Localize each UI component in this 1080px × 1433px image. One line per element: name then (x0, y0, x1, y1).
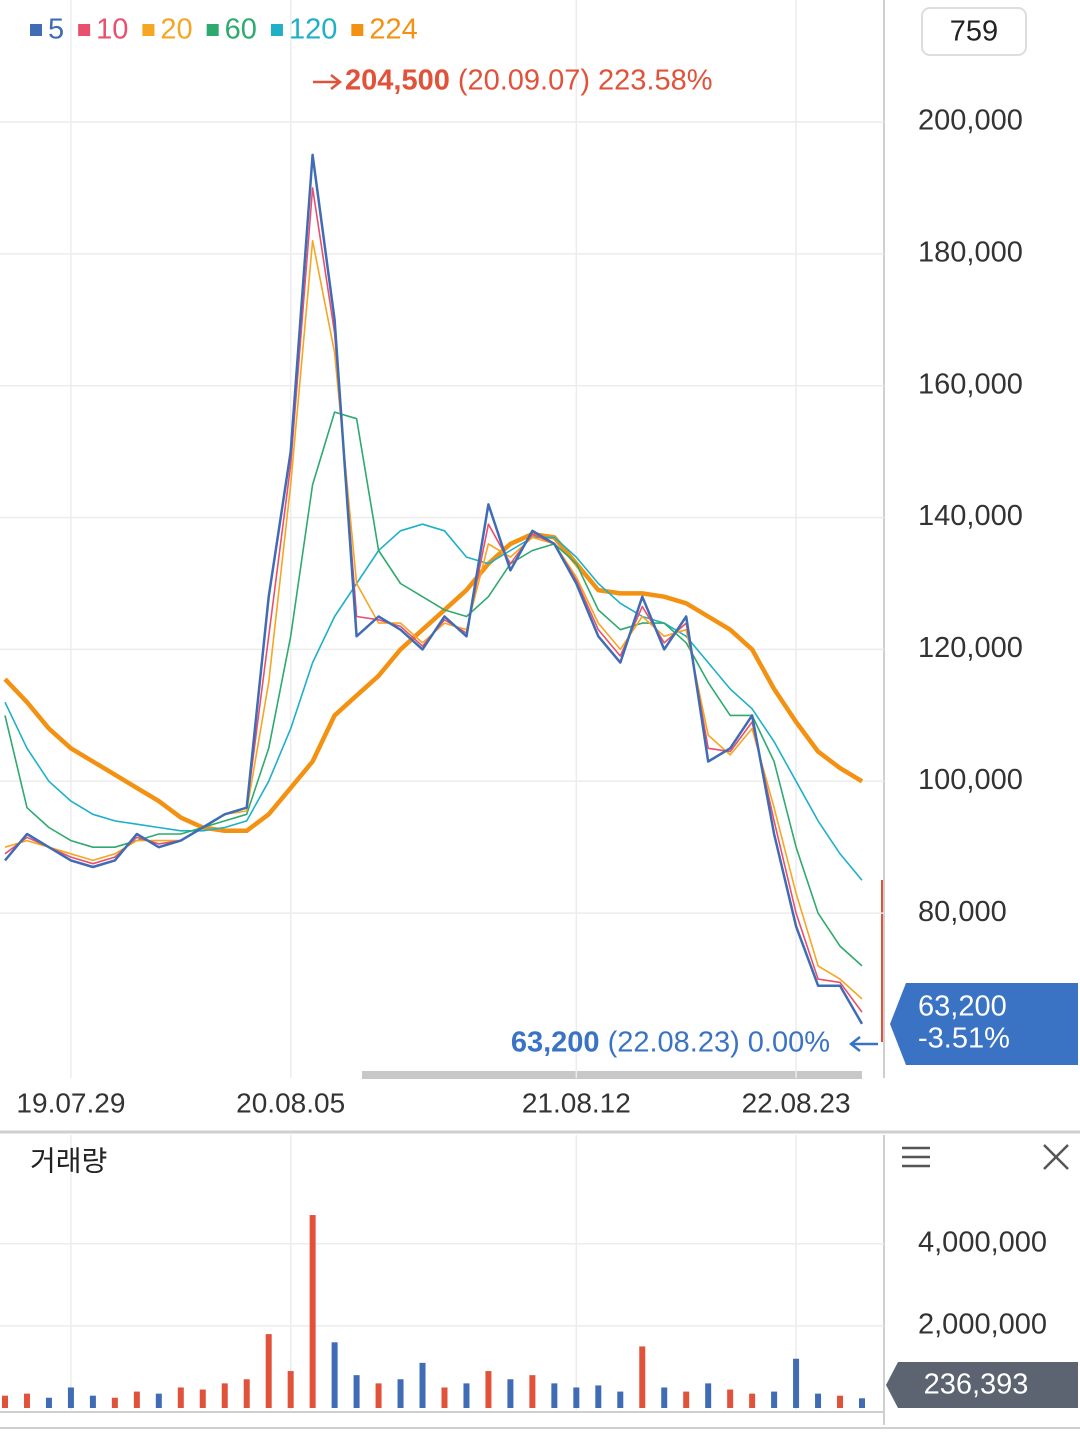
series-line (3, 531, 864, 834)
volume-bar (45, 1397, 52, 1408)
last-date: (22.08.23) (608, 1027, 740, 1059)
x-tick-label: 19.07.29 (16, 1087, 125, 1118)
volume-bar (727, 1389, 734, 1408)
y-tick-label: 2,000,000 (918, 1309, 1047, 1341)
volume-bar (617, 1391, 624, 1408)
volume-bar (507, 1379, 514, 1408)
close-stroke (1043, 1144, 1069, 1170)
y-tick-label: 4,000,000 (918, 1226, 1047, 1258)
y-tick-label: 120,000 (918, 632, 1023, 664)
y-tick-label: 80,000 (918, 896, 1007, 928)
volume-bar (199, 1389, 206, 1408)
volume-bar (551, 1383, 558, 1408)
legend-label: 120 (289, 14, 337, 46)
volume-bar (463, 1383, 470, 1408)
legend-swatch (351, 24, 364, 36)
volume-bar (837, 1395, 844, 1408)
x-tick-label: 22.08.23 (742, 1087, 851, 1118)
volume-bar (331, 1342, 338, 1408)
volume-last: 236,393 (924, 1369, 1029, 1401)
legend-label: 224 (369, 14, 417, 46)
legend-swatch (270, 24, 283, 36)
volume-bar (155, 1393, 162, 1408)
badge-box (921, 7, 1027, 56)
legend-swatch (30, 24, 42, 36)
scrollbar[interactable] (362, 1071, 862, 1079)
volume-bar (287, 1371, 294, 1408)
volume-bar (441, 1387, 448, 1408)
volume-bar (749, 1393, 756, 1408)
arrow-right (313, 74, 343, 90)
close-icon[interactable] (1043, 1144, 1069, 1170)
price-box-value: 63,200 (918, 991, 1007, 1023)
legend-label: 60 (225, 14, 257, 46)
volume-bar (221, 1383, 228, 1408)
price-box (890, 983, 1078, 1065)
volume-bar (595, 1385, 602, 1408)
volume-title: 거래량 (30, 1145, 107, 1176)
volume-bar (397, 1379, 404, 1408)
y-tick-label: 180,000 (918, 236, 1023, 268)
volume-bar (111, 1397, 118, 1408)
volume-bar (859, 1398, 865, 1408)
volume-bar (2, 1395, 8, 1408)
volume-bar (529, 1375, 536, 1408)
high-date: (20.09.07) (458, 65, 590, 97)
volume-bar (133, 1391, 140, 1408)
volume-box (886, 1362, 1078, 1408)
series-line (4, 153, 864, 1025)
legend-label: 10 (96, 14, 128, 46)
arrow-left (848, 1036, 878, 1052)
x-tick-label: 21.08.12 (522, 1087, 631, 1118)
legend-label: 5 (48, 14, 64, 46)
series-line (4, 411, 863, 967)
volume-bar (661, 1387, 668, 1408)
high-change: 223.58% (598, 65, 713, 97)
x-tick-label: 20.08.05 (236, 1087, 345, 1118)
volume-bar (419, 1362, 426, 1408)
y-tick-label: 100,000 (918, 764, 1023, 796)
series-line (4, 523, 863, 881)
y-tick-label: 200,000 (918, 105, 1023, 137)
volume-bar (265, 1334, 272, 1408)
volume-bar (639, 1346, 646, 1408)
volume-bar (683, 1391, 690, 1408)
legend-swatch (78, 24, 91, 36)
price-box-change: -3.51% (918, 1023, 1010, 1055)
volume-bar (177, 1387, 184, 1408)
legend-label: 20 (160, 14, 192, 46)
volume-bar (771, 1391, 778, 1408)
volume-bar (309, 1215, 316, 1408)
volume-bar (573, 1387, 580, 1408)
volume-bar (375, 1383, 382, 1408)
volume-bar (89, 1395, 96, 1408)
volume-bar (793, 1358, 800, 1408)
y-tick-label: 160,000 (918, 368, 1023, 400)
top-badge: 759 (950, 16, 998, 48)
volume-bar (243, 1379, 250, 1408)
legend-swatch (206, 24, 219, 36)
last-change: 0.00% (748, 1027, 830, 1059)
volume-bar (705, 1383, 712, 1408)
high-value-label: 204,500 (345, 65, 450, 97)
legend-swatch (142, 24, 155, 36)
last-value-label: 63,200 (511, 1027, 600, 1059)
volume-bar (23, 1393, 30, 1408)
volume-bar (485, 1371, 492, 1408)
volume-bar (353, 1375, 360, 1408)
menu-icon[interactable] (902, 1146, 930, 1168)
volume-bar (815, 1393, 822, 1408)
volume-bar (67, 1387, 74, 1408)
y-tick-label: 140,000 (918, 500, 1023, 532)
